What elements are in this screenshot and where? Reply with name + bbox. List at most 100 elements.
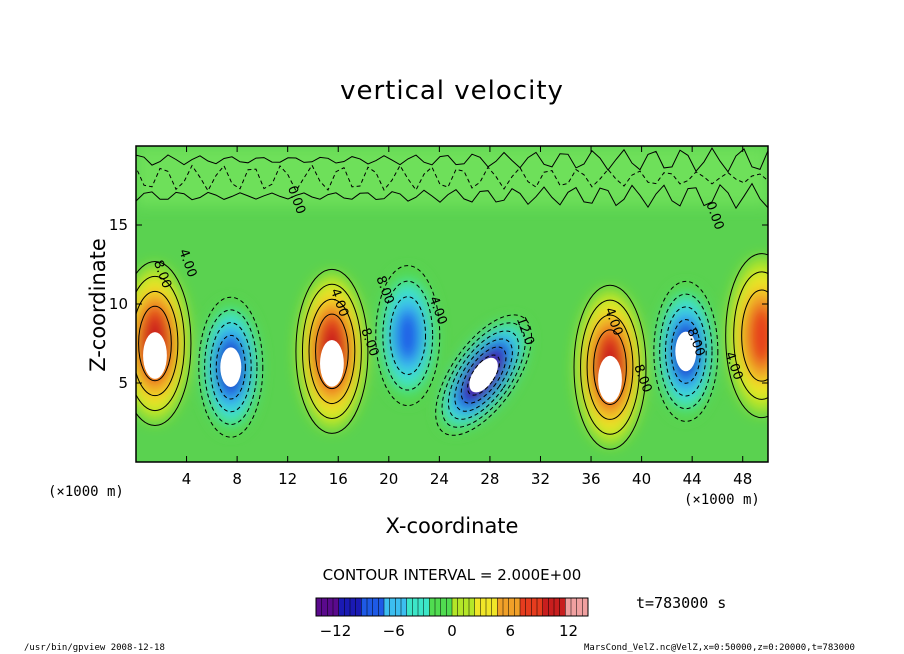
contour-0-1 [136,275,185,412]
contour-1-2 [209,322,252,413]
x-tick-label-10: 44 [683,470,702,488]
contour-6-0 [653,280,719,422]
contour-3-0 [375,265,441,407]
time-value: t=783000 s [636,594,727,612]
x-unit-right: (×1000 m) [684,492,760,508]
contour-6-2 [664,306,707,397]
contour-2-2 [308,298,356,405]
colorbar-seg-25 [457,598,464,616]
colorbar-seg-37 [525,598,532,616]
feature-1-core [220,347,242,388]
feature-3-level-4 [395,309,420,362]
feature-6-core [675,331,697,372]
colorbar-frame [315,597,589,617]
contour-2-0 [295,268,369,434]
contour-4-4 [460,346,507,404]
colorbar-seg-38 [531,598,538,616]
contour-4-3 [454,338,513,412]
colorbar-seg-32 [497,598,504,616]
contour-1-1 [204,309,258,425]
noise-contour-0 [136,147,768,173]
colorbar-seg-46 [576,598,583,616]
contour-2-3 [315,313,349,390]
colorbar-seg-6 [350,598,357,616]
colorbar-seg-21 [435,598,442,616]
colorbar-seg-45 [571,598,578,616]
colorbar-seg-8 [361,598,368,616]
colorbar-seg-39 [537,598,544,616]
contour-4-1 [441,322,526,428]
contour-7-1 [733,271,768,400]
colorbar-seg-11 [378,598,385,616]
colorbar-seg-12 [384,598,391,616]
x-unit-left: (×1000 m) [48,484,124,500]
colorbar-seg-3 [333,598,340,616]
contour-1-0 [198,296,264,438]
colorbar-seg-36 [520,598,527,616]
x-tick-label-11: 48 [733,470,752,488]
contour-7-0 [725,253,768,419]
contour-3-2 [389,296,427,375]
colorbar-seg-17 [412,598,419,616]
colorbar-seg-9 [367,598,374,616]
colorbar-seg-2 [327,598,334,616]
feature-4-core [469,357,498,393]
contour-2-1 [301,283,362,419]
contour-1-3 [215,334,246,400]
colorbar-seg-10 [372,598,379,616]
contour-5-3 [593,329,627,405]
colorbar-seg-26 [463,598,470,616]
colorbar-seg-28 [474,598,481,616]
x-tick-label-0: 4 [182,470,192,488]
colorbar-seg-4 [338,598,345,616]
colorbar-seg-5 [344,598,351,616]
colorbar-tick-3: 6 [506,622,516,640]
contour-0-3 [138,305,172,382]
x-tick-label-9: 40 [632,470,651,488]
x-tick-label-7: 32 [531,470,550,488]
footer-left: /usr/bin/gpview 2008-12-18 [24,643,165,653]
feature-7-level-4 [748,304,768,367]
feature-5-core [598,355,622,403]
colorbar-seg-1 [321,598,328,616]
colorbar-seg-20 [429,598,436,616]
y-tick-label-0: 5 [118,374,128,392]
contour-0-0 [136,261,192,426]
contour-6-3 [670,319,701,384]
colorbar-seg-43 [559,598,566,616]
contour-4-0 [435,314,533,436]
colorbar-seg-18 [418,598,425,616]
y-axis-label: Z-coordinate [86,238,110,372]
noise-contour-2 [136,182,768,210]
colorbar: −12 −6 0 6 12 [315,597,589,640]
contour-0-2 [136,290,179,397]
colorbar-seg-47 [582,598,589,616]
colorbar-seg-0 [316,598,323,616]
colorbar-seg-44 [565,598,572,616]
feature-0-core [143,332,167,379]
colorbar-seg-16 [406,598,413,616]
x-tick-label-4: 20 [379,470,398,488]
colorbar-seg-7 [355,598,362,616]
colorbar-seg-13 [389,598,396,616]
colorbar-tick-4: 12 [559,622,578,640]
colorbar-seg-33 [503,598,510,616]
colorbar-seg-34 [508,598,515,616]
upper-band [136,146,768,206]
x-tick-label-6: 28 [480,470,499,488]
x-axis-label: X-coordinate [385,514,519,538]
colorbar-seg-14 [395,598,402,616]
x-tick-label-2: 12 [278,470,297,488]
colorbar-seg-35 [514,598,521,616]
noise-contour-1 [136,164,768,192]
contour-7-2 [741,289,768,382]
contour-5-0 [573,284,647,450]
chart-title: vertical velocity [340,76,564,106]
contour-6-1 [659,293,713,410]
contour-5-1 [580,299,640,435]
colorbar-seg-31 [491,598,498,616]
colorbar-seg-42 [554,598,561,616]
x-tick-label-3: 16 [329,470,348,488]
y-tick-label-2: 15 [109,216,128,234]
